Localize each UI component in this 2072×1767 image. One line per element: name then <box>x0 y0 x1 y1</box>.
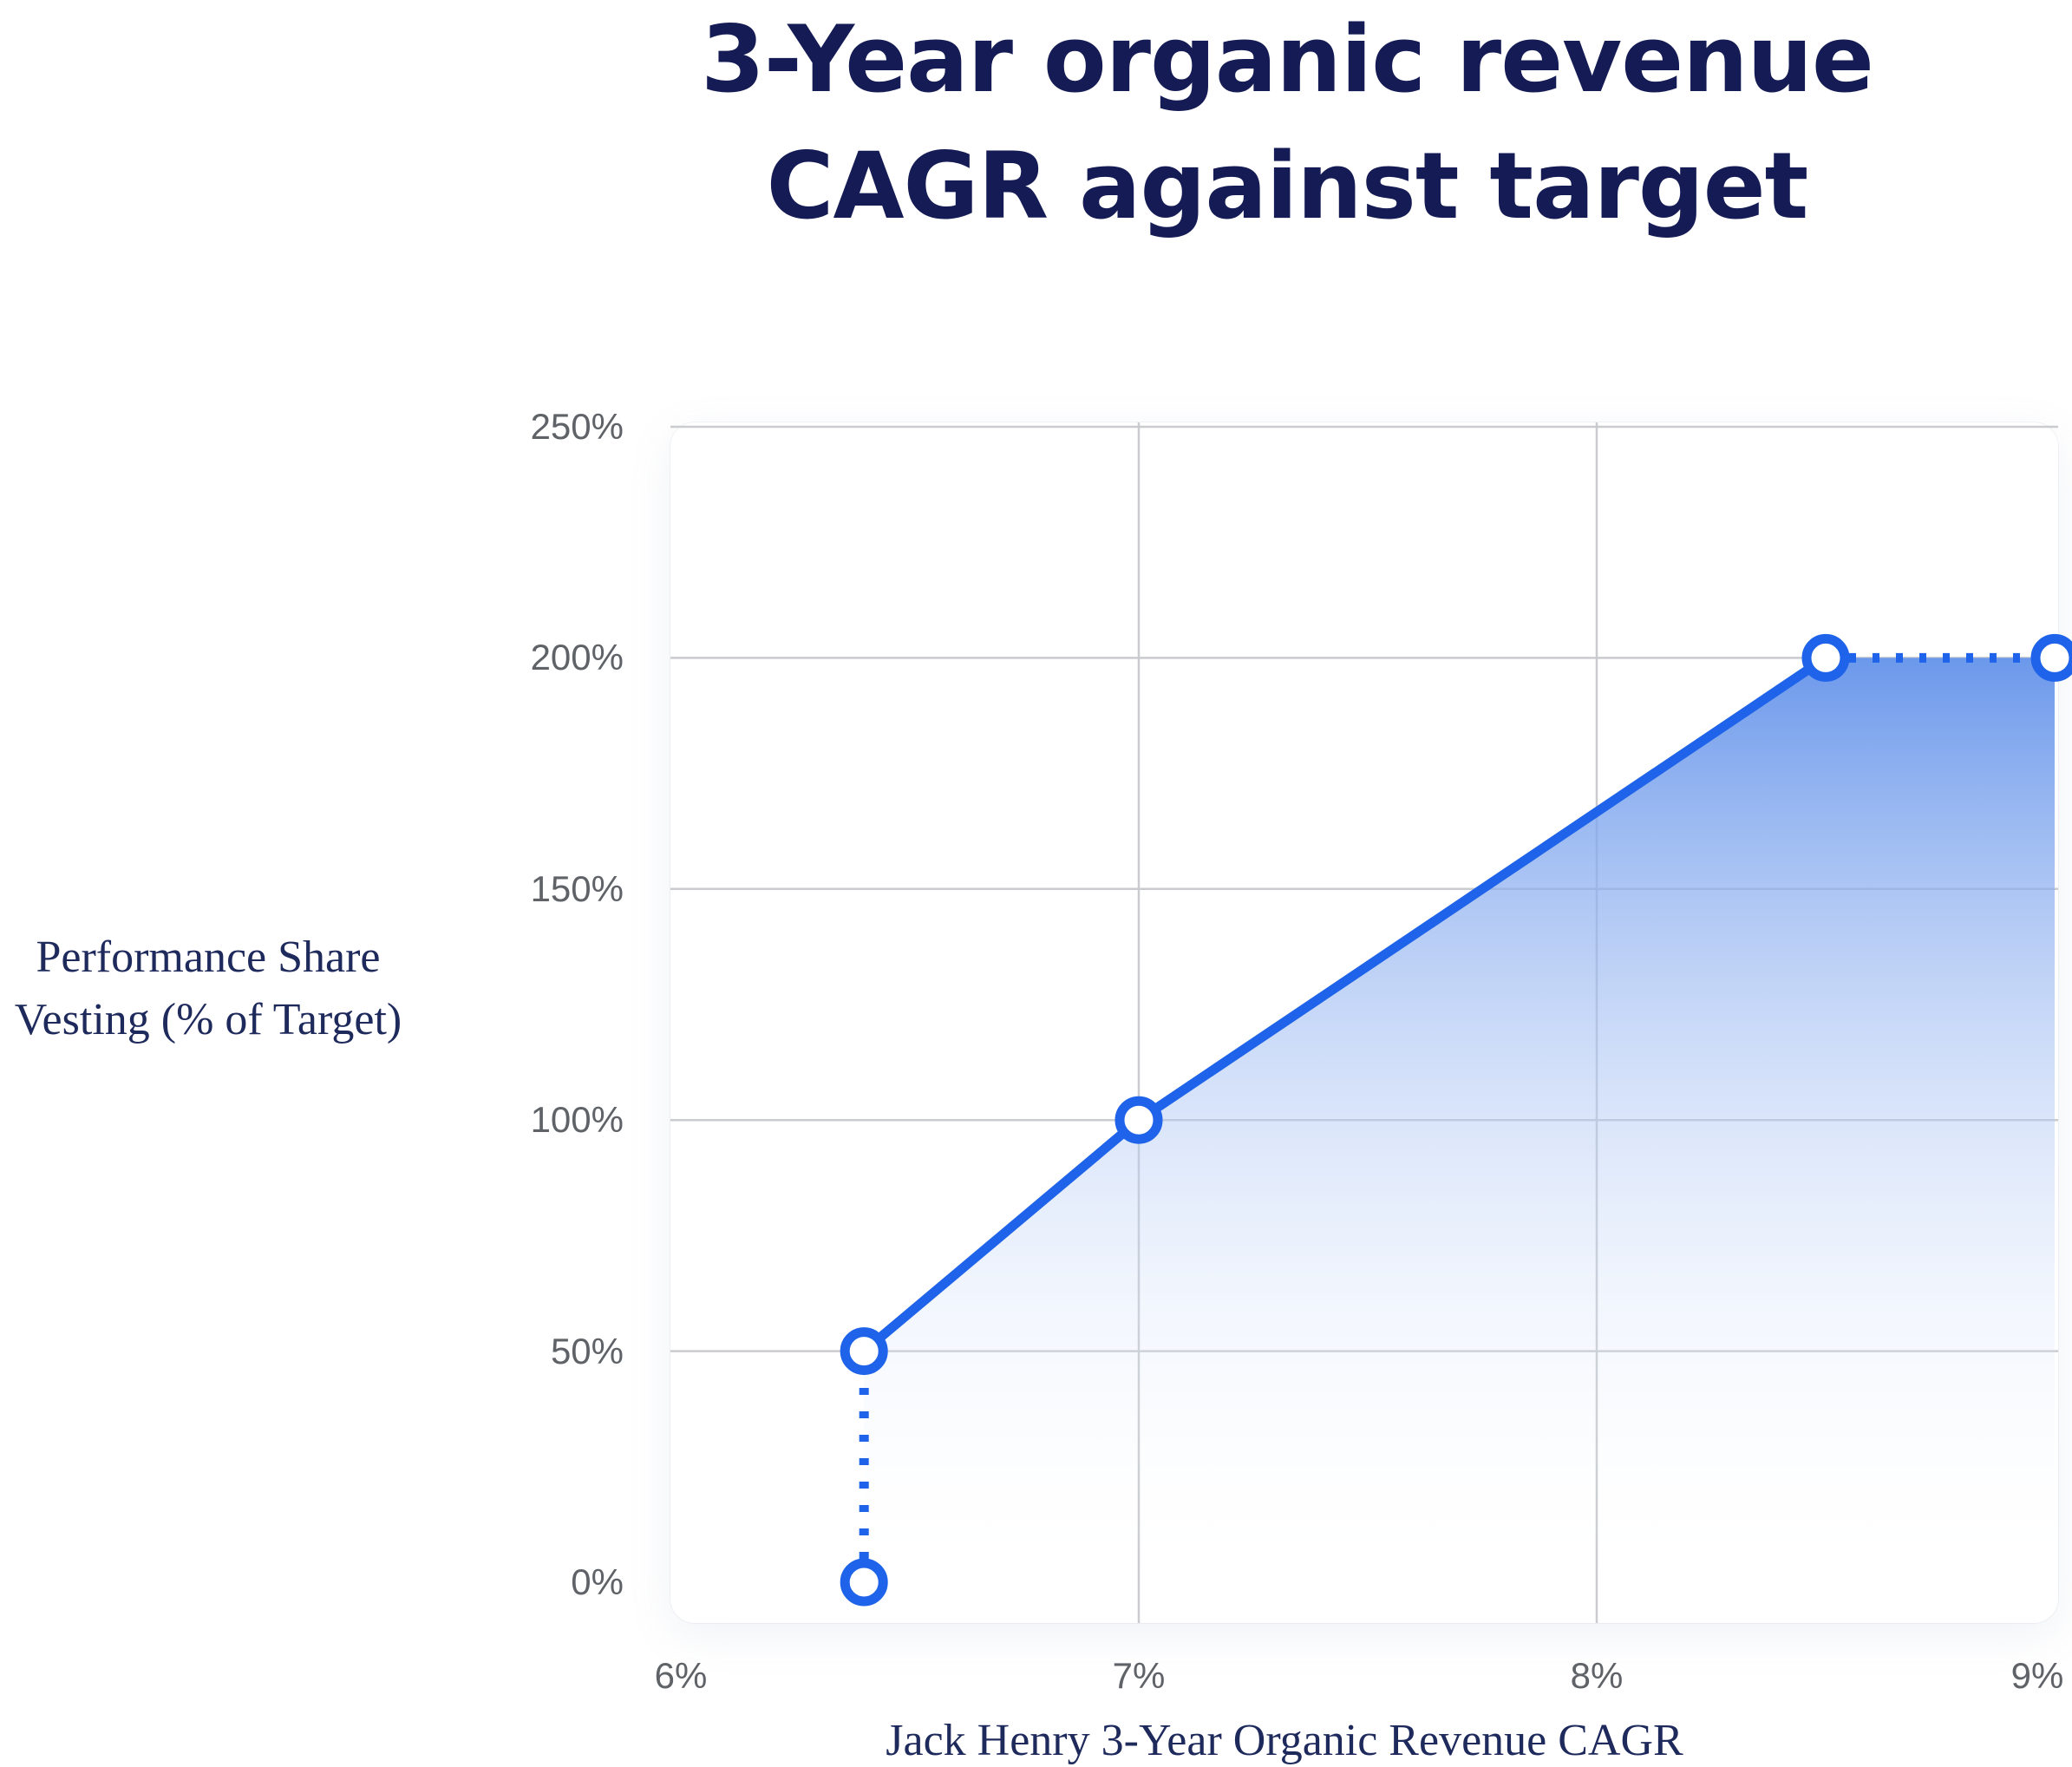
chart-card <box>670 422 2072 1623</box>
y-axis-label-line-1: Performance Share <box>36 933 381 982</box>
y-tick-label: 250% <box>530 406 624 447</box>
y-tick-label: 150% <box>530 867 624 909</box>
data-point-marker <box>840 1327 888 1376</box>
y-axis-label-line-2: Vesting (% of Target) <box>14 995 402 1044</box>
dotted-layer <box>859 652 2055 1582</box>
y-axis-label: Performance Share Vesting (% of Target) <box>0 926 416 1051</box>
chart-title-line-2: CAGR against target <box>766 133 1809 239</box>
chart-title-line-1: 3-Year organic revenue <box>701 6 1874 113</box>
marker-layer <box>840 633 2072 1607</box>
area-layer <box>864 658 2056 1582</box>
x-tick-label: 8% <box>1570 1655 1624 1696</box>
y-tick-label: 50% <box>550 1330 624 1371</box>
area-fill <box>864 658 2056 1582</box>
y-axis-tick-labels: 0% 50% 100% 150% 200% 250% <box>0 0 624 1767</box>
data-point-marker <box>840 1558 888 1607</box>
x-tick-label: 7% <box>1112 1655 1166 1696</box>
y-tick-label: 0% <box>571 1561 624 1602</box>
data-point-marker <box>2030 633 2072 682</box>
y-tick-label: 200% <box>530 637 624 678</box>
x-tick-label: 9% <box>2010 1655 2064 1696</box>
data-point-marker <box>1114 1096 1163 1144</box>
x-axis-label: Jack Henry 3-Year Organic Revenue CAGR <box>886 1716 1683 1765</box>
data-point-marker <box>1801 633 1850 682</box>
chart-title: 3-Year organic revenue CAGR against targ… <box>420 0 2072 250</box>
x-tick-label: 6% <box>654 1655 708 1696</box>
y-tick-label: 100% <box>530 1099 624 1141</box>
chart-plot <box>670 422 2072 1623</box>
